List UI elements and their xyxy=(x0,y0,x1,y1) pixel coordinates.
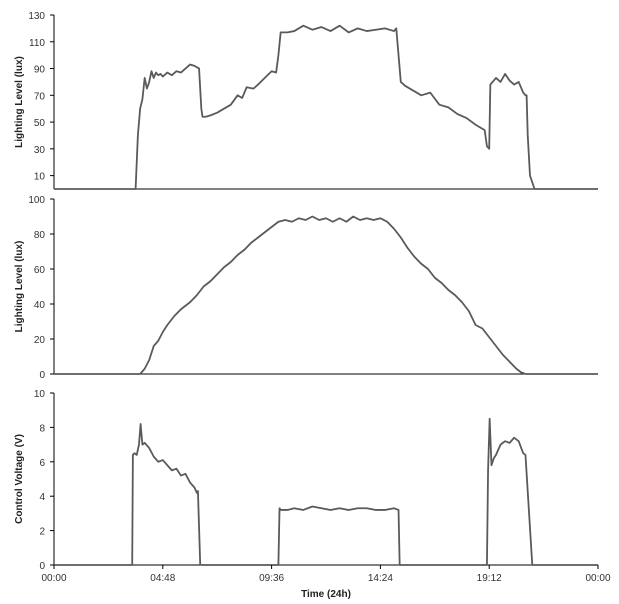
x-axis: 00:00 04:48 09:36 14:24 19:12 00:00 Time (24h) xyxy=(41,565,611,600)
x-tick-label: 04:48 xyxy=(150,573,175,584)
y-tick-label: 30 xyxy=(34,145,46,156)
y-tick-label: 90 xyxy=(34,65,46,76)
x-tick-label: 09:36 xyxy=(259,573,284,584)
x-tick-label: 14:24 xyxy=(368,573,393,584)
series-line-1 xyxy=(54,24,598,190)
y-tick-label: 50 xyxy=(34,118,46,129)
series-line-1 xyxy=(54,215,598,375)
y-tick-label: 0 xyxy=(39,561,45,572)
y-tick-label: 60 xyxy=(34,265,46,276)
x-axis-title: Time (24h) xyxy=(301,589,351,600)
y-tick-label: 40 xyxy=(34,300,46,311)
y-axis-title: Control Voltage (V) xyxy=(14,434,25,524)
chart-panel-1: 10 30 50 70 90 110 130 Lighting Level (lux) xyxy=(14,11,598,190)
y-tick-label: 6 xyxy=(39,458,45,469)
y-tick-label: 10 xyxy=(34,172,46,183)
y-tick-label: 10 xyxy=(34,389,46,400)
x-tick-label: 00:00 xyxy=(41,573,66,584)
chart-panel-2: 0 20 40 60 80 100 Lighting Level (lux) xyxy=(14,195,598,381)
y-tick-label: 8 xyxy=(39,423,45,434)
chart-panel-3: 0 2 4 6 8 10 Control Voltage (V) xyxy=(14,389,598,572)
y-tick-label: 80 xyxy=(34,230,46,241)
x-tick-label: 00:00 xyxy=(585,573,610,584)
y-tick-label: 2 xyxy=(39,527,45,538)
y-axis-title: Lighting Level (lux) xyxy=(14,241,25,333)
y-tick-label: 20 xyxy=(34,335,46,346)
y-tick-label: 70 xyxy=(34,91,46,102)
y-tick-label: 100 xyxy=(28,195,45,206)
x-tick-label: 19:12 xyxy=(477,573,502,584)
y-tick-label: 130 xyxy=(28,11,45,22)
y-tick-label: 110 xyxy=(29,38,45,49)
series-line-1 xyxy=(54,417,598,566)
y-tick-label: 4 xyxy=(39,492,45,503)
y-axis-title: Lighting Level (lux) xyxy=(14,56,25,148)
y-tick-label: 0 xyxy=(39,370,45,381)
